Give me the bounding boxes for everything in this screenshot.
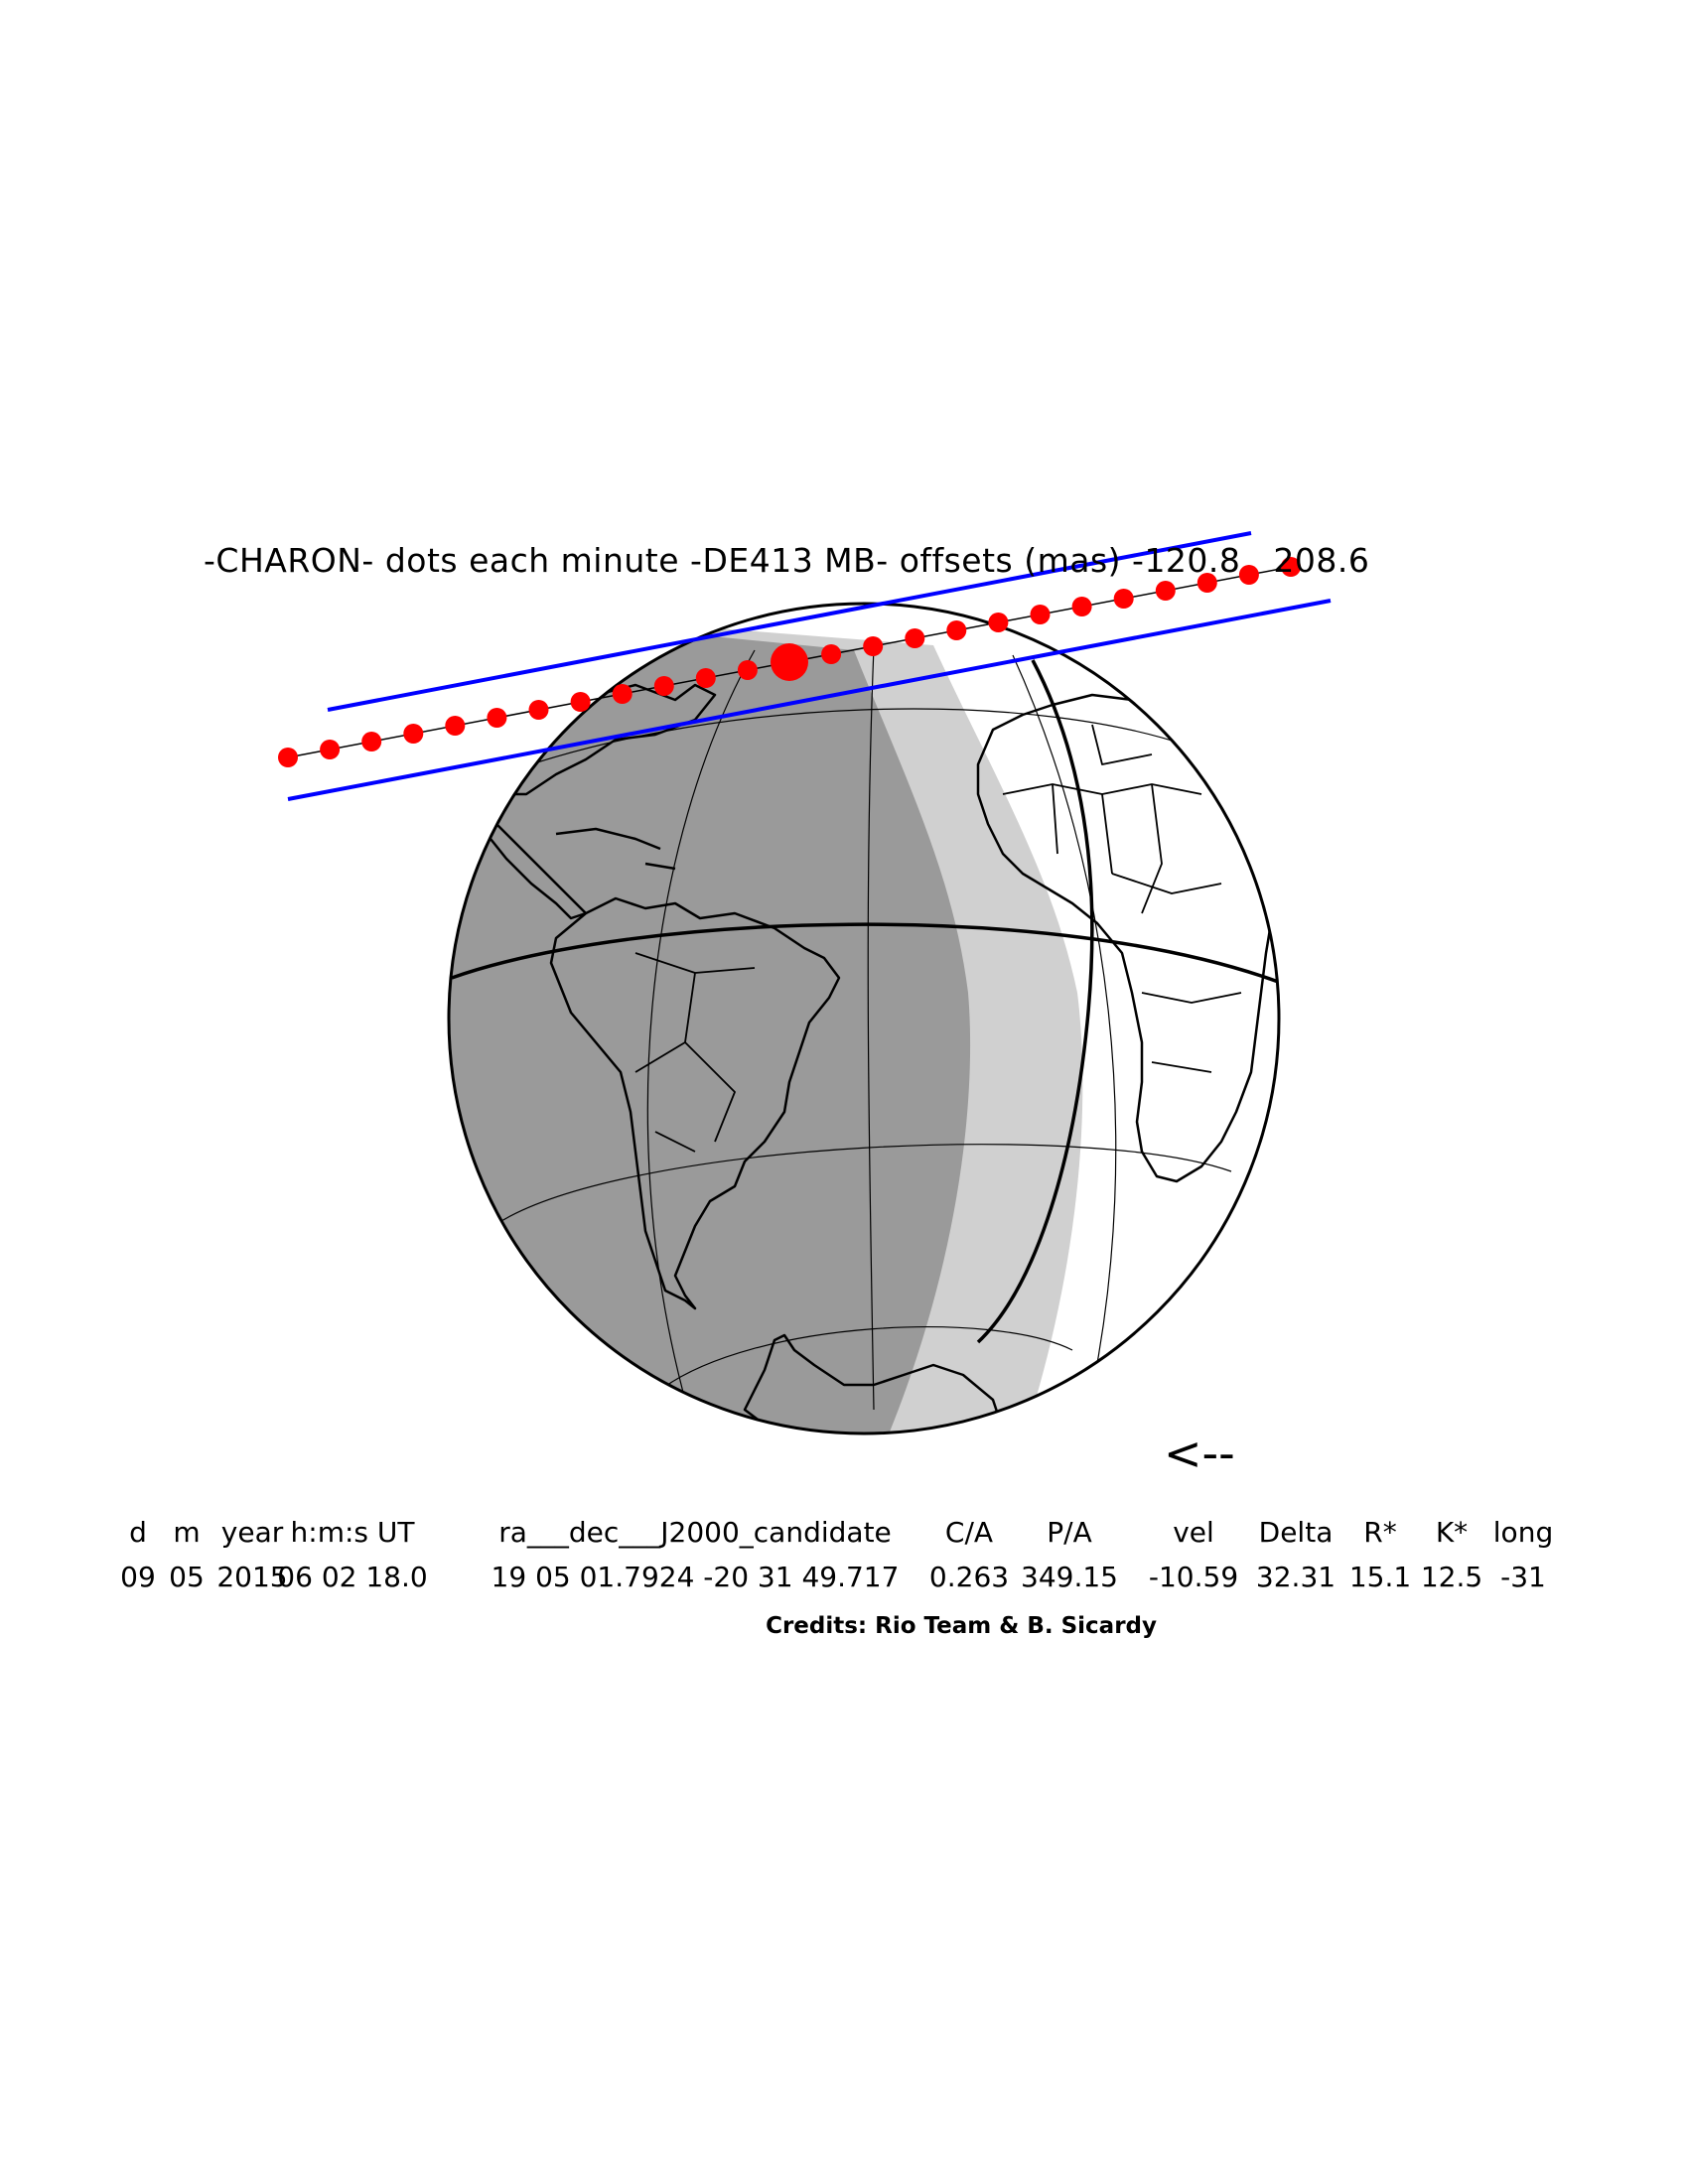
minute-dot [946, 620, 967, 640]
headers-cell: C/A [944, 1516, 994, 1549]
closest-approach-dot [771, 643, 808, 681]
minute-dot [1238, 565, 1259, 585]
meridian-line [646, 649, 756, 1401]
meridian-line [1012, 654, 1117, 1391]
headers-cell: m [173, 1516, 201, 1549]
headers-cell: R* [1363, 1516, 1397, 1549]
values-cell: -31 [1500, 1561, 1546, 1593]
parallel-line [476, 708, 1212, 785]
values-cell: 2015 [216, 1561, 288, 1593]
minute-dot [487, 708, 507, 728]
occultation-path-limits [287, 531, 1332, 801]
values-cell: -10.59 [1148, 1561, 1239, 1593]
values-cell: 19 05 01.7924 -20 31 49.717 [491, 1561, 900, 1593]
minute-dot [695, 668, 716, 688]
headers-cell: long [1492, 1516, 1554, 1549]
headers-cell: vel [1173, 1516, 1214, 1549]
table-header-row: d m year h:m:s UT ra___dec___J2000_candidate… [0, 1516, 1688, 1556]
minute-dot [612, 684, 633, 704]
values-cell: 09 [120, 1561, 156, 1593]
south-america-outline [549, 896, 841, 1310]
globe-outline [447, 602, 1281, 1435]
terminator-meridian-line [976, 659, 1094, 1344]
headers-cell: ra___dec___J2000_candidate [498, 1516, 892, 1549]
headers-cell: d [129, 1516, 147, 1549]
night-zone [449, 604, 971, 1433]
parallel-line [659, 1326, 1073, 1391]
minute-dot [988, 613, 1009, 632]
values-cell: 05 [169, 1561, 205, 1593]
minute-dot [1113, 589, 1134, 609]
values-cell: 12.5 [1420, 1561, 1483, 1593]
minute-dot [403, 724, 424, 744]
minute-dot [905, 628, 925, 648]
minute-dot [1071, 597, 1092, 616]
equator-line [451, 922, 1279, 985]
minute-dot [1030, 605, 1051, 624]
map-title: -CHARON- dots each minute -DE413 MB- off… [204, 541, 1370, 580]
caribbean-islands [555, 827, 676, 871]
minute-dot [320, 740, 341, 759]
minute-dot [821, 644, 842, 664]
headers-cell: K* [1435, 1516, 1469, 1549]
minute-dot [653, 676, 674, 696]
minute-dots [278, 557, 1301, 767]
highlighted-lines [451, 659, 1279, 1344]
minute-dot [570, 692, 591, 712]
values-cell: 06 02 18.0 [277, 1561, 428, 1593]
minute-dot [1196, 573, 1217, 593]
south-limit-line [287, 599, 1332, 801]
parallel-line [500, 1144, 1232, 1222]
minute-dot [737, 660, 758, 680]
headers-cell: Delta [1258, 1516, 1334, 1549]
minute-dot [278, 748, 298, 767]
antarctica-outline [743, 1333, 1005, 1433]
values-cell: 0.263 [928, 1561, 1010, 1593]
values-cell: 15.1 [1348, 1561, 1412, 1593]
headers-cell: P/A [1047, 1516, 1092, 1549]
values-cell: 349.15 [1021, 1561, 1118, 1593]
minute-dot [361, 732, 382, 751]
minute-dot [445, 716, 466, 736]
north-limit-line [327, 531, 1252, 712]
south-america-borders [634, 952, 756, 1153]
credits: Credits: Rio Team & B. Sicardy [766, 1613, 1157, 1639]
values-cell: 32.31 [1255, 1561, 1336, 1593]
headers-cell: year [220, 1516, 284, 1549]
table-values-row: 09 05 2015 06 02 18.0 19 05 01.7924 -20 31 4… [0, 1561, 1688, 1600]
minute-dot [528, 700, 549, 720]
minute-dot [863, 636, 884, 656]
meridian-line [867, 646, 875, 1411]
africa-borders [1002, 724, 1242, 1073]
minute-dot [1155, 581, 1176, 601]
direction-arrow: <-- [1164, 1427, 1235, 1480]
graticule [476, 646, 1232, 1411]
minute-dot [1281, 557, 1301, 577]
headers-cell: h:m:s UT [290, 1516, 415, 1549]
